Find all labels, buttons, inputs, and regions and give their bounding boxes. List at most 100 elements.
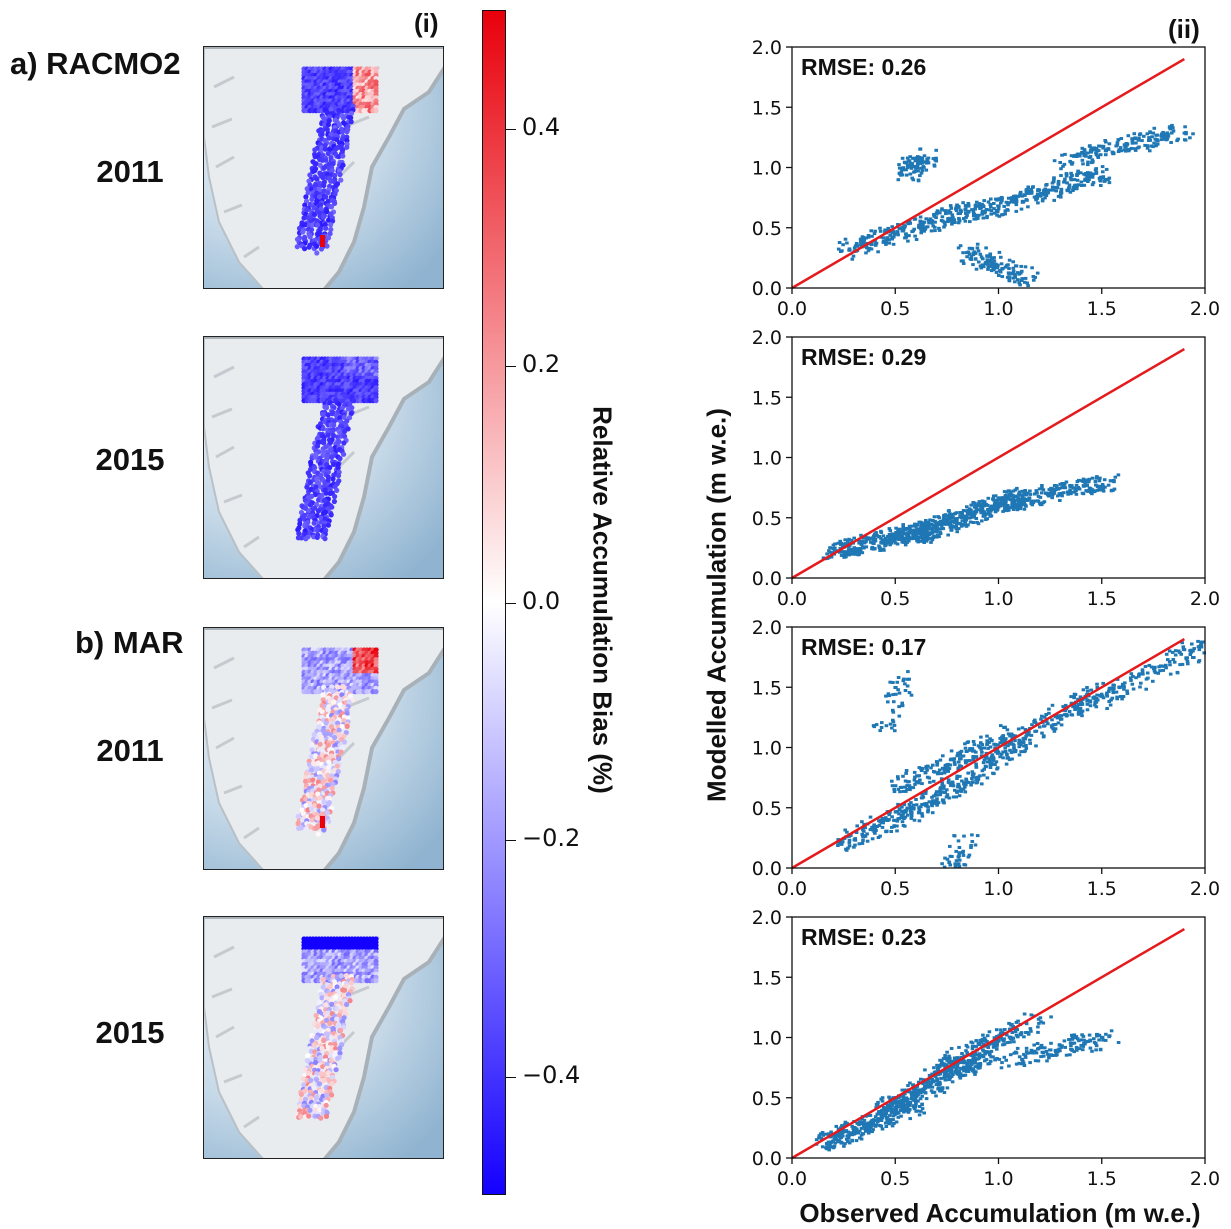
scatter-point bbox=[885, 539, 889, 542]
scatter-point bbox=[1032, 275, 1036, 278]
scatter-point bbox=[920, 172, 924, 175]
scatter-point bbox=[963, 518, 967, 521]
scatter-point bbox=[874, 829, 878, 832]
scatter-point bbox=[982, 217, 986, 220]
scatter-point bbox=[1007, 267, 1011, 270]
scatter-point bbox=[1058, 499, 1062, 502]
scatter-point bbox=[1045, 183, 1049, 186]
scatter-point bbox=[838, 241, 842, 244]
scatter-point bbox=[1125, 142, 1129, 145]
scatter-point bbox=[1075, 187, 1079, 190]
scatter-point bbox=[1028, 496, 1032, 499]
scatter-point bbox=[926, 810, 930, 813]
scatter-point bbox=[994, 494, 998, 497]
scatter-point bbox=[1013, 275, 1017, 278]
scatter-point bbox=[978, 500, 982, 503]
scatter-point bbox=[1010, 272, 1014, 275]
scatter-point bbox=[886, 227, 890, 230]
scatter-point bbox=[957, 205, 961, 208]
scatter-point bbox=[939, 793, 943, 796]
scatter-point bbox=[1184, 139, 1188, 142]
scatter-point bbox=[1072, 186, 1076, 189]
scatter-point bbox=[900, 171, 904, 174]
scatter-point bbox=[970, 208, 974, 211]
scatter-point bbox=[1015, 495, 1019, 498]
scatter-point bbox=[1019, 265, 1023, 268]
scatter-point bbox=[1127, 134, 1131, 137]
scatter-point bbox=[922, 166, 926, 169]
scatter-point bbox=[894, 811, 898, 814]
scatter-point bbox=[1011, 260, 1015, 263]
scatter-point bbox=[847, 538, 851, 541]
scatter-point bbox=[924, 522, 928, 525]
scatter-point bbox=[909, 165, 913, 168]
scatter-point bbox=[1163, 138, 1167, 141]
scatter-point bbox=[1090, 147, 1094, 150]
scatter-point bbox=[1094, 484, 1098, 487]
scatter-point bbox=[910, 814, 914, 817]
scatter-point bbox=[1022, 200, 1026, 203]
scatter-point bbox=[946, 534, 950, 537]
scatter-point bbox=[891, 231, 895, 234]
scatter-point bbox=[928, 781, 932, 784]
scatter-point bbox=[878, 824, 882, 827]
scatter-point bbox=[857, 553, 861, 556]
scatter-point bbox=[861, 842, 865, 845]
scatter-point bbox=[878, 546, 882, 549]
scatter-point bbox=[976, 246, 980, 249]
scatter-point bbox=[904, 232, 908, 235]
scatter-point bbox=[840, 249, 844, 252]
scatter-point bbox=[902, 229, 906, 232]
scatter-point bbox=[901, 157, 905, 160]
scatter-point bbox=[1081, 162, 1085, 165]
scatter-point bbox=[1191, 132, 1195, 135]
scatter-point bbox=[948, 514, 952, 517]
scatter-point bbox=[931, 811, 935, 814]
scatter-point bbox=[1176, 138, 1180, 141]
scatter-point bbox=[1017, 273, 1021, 276]
scatter-point bbox=[924, 537, 928, 540]
scatter-point bbox=[1028, 490, 1032, 493]
scatter-point bbox=[1077, 479, 1081, 482]
scatter-point bbox=[888, 543, 892, 546]
scatter-point bbox=[1031, 186, 1035, 189]
scatter-point bbox=[964, 208, 968, 211]
scatter-point bbox=[828, 546, 832, 549]
scatter-point bbox=[996, 508, 1000, 511]
scatter-point bbox=[1015, 210, 1019, 213]
scatter-point bbox=[1052, 199, 1056, 202]
scatter-point bbox=[1148, 149, 1152, 152]
scatter-point bbox=[980, 782, 984, 785]
scatter-point bbox=[1057, 180, 1061, 183]
scatter-point bbox=[1098, 489, 1102, 492]
scatter-point bbox=[975, 517, 979, 520]
scatter-point bbox=[887, 819, 891, 822]
scatter-point bbox=[891, 533, 895, 536]
scatter-point bbox=[1053, 159, 1057, 162]
scatter-point bbox=[977, 250, 981, 253]
scatter-point bbox=[918, 819, 922, 822]
scatter-point bbox=[1091, 183, 1095, 186]
x-tick-label: 2.0 bbox=[1190, 298, 1220, 320]
scatter-point bbox=[913, 771, 917, 774]
scatter-point bbox=[970, 781, 974, 784]
scatter-point bbox=[1130, 147, 1134, 150]
scatter-point bbox=[951, 219, 955, 222]
scatter-point bbox=[976, 781, 980, 784]
scatter-point bbox=[952, 796, 956, 799]
scatter-point bbox=[866, 840, 870, 843]
scatter-point bbox=[1013, 506, 1017, 509]
scatter-point bbox=[1103, 180, 1107, 183]
scatter-point bbox=[873, 232, 877, 235]
scatter-point bbox=[944, 514, 948, 517]
scatter-point bbox=[1058, 161, 1062, 164]
scatter-point bbox=[871, 542, 875, 545]
scatter-point bbox=[915, 238, 919, 241]
scatter-point bbox=[988, 513, 992, 516]
scatter-point bbox=[974, 505, 978, 508]
scatter-point bbox=[976, 243, 980, 246]
scatter-point bbox=[969, 504, 973, 507]
scatter-point bbox=[1036, 272, 1040, 275]
scatter-point bbox=[1035, 490, 1039, 493]
